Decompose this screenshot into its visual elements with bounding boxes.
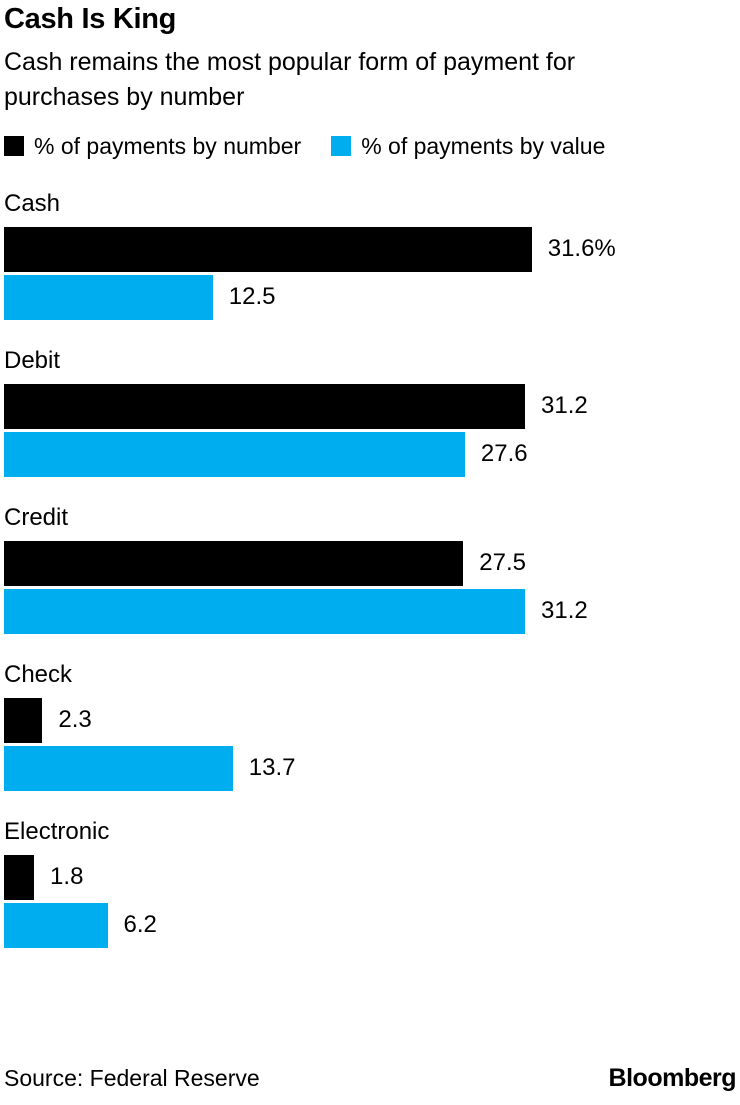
bar-number-check <box>4 697 43 743</box>
bar-number-electronic <box>4 854 35 900</box>
value-label-number-credit: 27.5 <box>479 549 526 577</box>
bar-number-cash <box>4 226 532 272</box>
value-label-number-cash: 31.6% <box>547 235 616 263</box>
bar-group-electronic: Electronic 1.8 6.2 <box>4 817 736 948</box>
bar-group-credit: Credit 27.5 31.2 <box>4 503 736 634</box>
value-label-value-debit: 27.6 <box>480 440 528 468</box>
legend-item-number: % of payments by number <box>4 132 302 159</box>
legend-label-number: % of payments by number <box>34 132 302 159</box>
bar-row-value-debit: 27.6 <box>4 431 736 477</box>
value-label-value-electronic: 6.2 <box>123 911 157 939</box>
bar-value-check <box>4 745 233 791</box>
bar-row-number-debit: 31.2 <box>4 383 736 429</box>
bar-group-cash: Cash 31.6% 12.5 <box>4 189 736 320</box>
bloomberg-logo: Bloomberg <box>608 1064 737 1092</box>
bar-row-value-credit: 31.2 <box>4 588 736 634</box>
bar-row-number-credit: 27.5 <box>4 540 736 586</box>
bar-number-debit <box>4 383 526 429</box>
value-label-value-credit: 31.2 <box>541 597 588 625</box>
bar-number-credit <box>4 540 464 586</box>
value-label-number-check: 2.3 <box>58 706 92 734</box>
category-label-electronic: Electronic <box>4 817 110 845</box>
bar-value-credit <box>4 588 526 634</box>
bar-row-number-cash: 31.6% <box>4 226 736 272</box>
category-label-debit: Debit <box>4 346 61 374</box>
bar-row-number-electronic: 1.8 <box>4 854 736 900</box>
category-label-check: Check <box>4 660 73 688</box>
bar-row-number-check: 2.3 <box>4 697 736 743</box>
footer: Source: Federal Reserve Bloomberg <box>4 1064 737 1095</box>
chart-title: Cash Is King <box>4 3 177 35</box>
chart-subtitle: Cash remains the most popular form of pa… <box>4 47 576 111</box>
bar-value-debit <box>4 431 465 477</box>
bar-group-check: Check 2.3 13.7 <box>4 660 736 791</box>
bar-chart: Cash 31.6% 12.5 Debit 31.2 27.6 Credit 27.5 31.2… <box>4 189 736 977</box>
value-label-value-cash: 12.5 <box>228 283 276 311</box>
category-label-credit: Credit <box>4 503 69 531</box>
bar-row-value-check: 13.7 <box>4 745 736 791</box>
legend-item-value: % of payments by value <box>331 132 606 159</box>
category-label-cash: Cash <box>4 189 61 217</box>
legend-label-value: % of payments by value <box>361 132 606 159</box>
bar-row-value-electronic: 6.2 <box>4 902 736 948</box>
bar-group-debit: Debit 31.2 27.6 <box>4 346 736 477</box>
legend-swatch-value-icon <box>331 136 352 157</box>
value-label-number-electronic: 1.8 <box>50 863 84 891</box>
source-note: Source: Federal Reserve <box>4 1065 260 1091</box>
value-label-number-debit: 31.2 <box>541 392 588 420</box>
legend-swatch-number-icon <box>4 136 24 157</box>
value-label-value-check: 13.7 <box>248 754 296 782</box>
bar-value-cash <box>4 274 213 320</box>
bar-row-value-cash: 12.5 <box>4 274 736 320</box>
legend: % of payments by number % of payments by… <box>4 132 736 159</box>
bar-value-electronic <box>4 902 108 948</box>
